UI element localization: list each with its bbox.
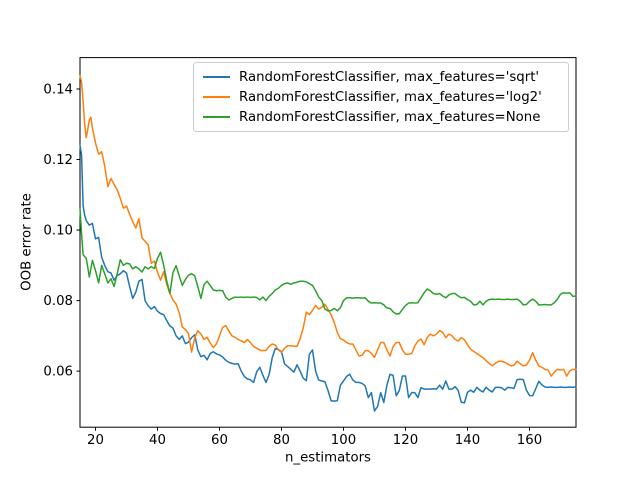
x-tick-label: 20 (87, 433, 104, 448)
x-tick-label: 100 (331, 433, 356, 448)
legend-entry-none: RandomForestClassifier, max_features=Non… (203, 108, 559, 127)
x-tick-label: 140 (455, 433, 480, 448)
y-tick-label: 0.06 (43, 365, 73, 380)
x-tick-label: 120 (393, 433, 418, 448)
legend-entry-sqrt: RandomForestClassifier, max_features='sq… (203, 68, 559, 87)
legend-label-sqrt: RandomForestClassifier, max_features='sq… (239, 69, 540, 85)
axes-spines (79, 57, 577, 428)
legend: RandomForestClassifier, max_features='sq… (193, 62, 569, 132)
legend-line-sample-sqrt (203, 76, 230, 78)
legend-label-log2: RandomForestClassifier, max_features='lo… (239, 89, 542, 105)
legend-entry-log2: RandomForestClassifier, max_features='lo… (203, 88, 559, 107)
x-tick-label: 160 (517, 433, 542, 448)
y-tick-label: 0.10 (43, 224, 73, 239)
series-line-0 (79, 144, 577, 412)
x-tick-label: 80 (273, 433, 290, 448)
legend-line-sample-none (203, 116, 230, 118)
y-tick-label: 0.08 (43, 294, 73, 309)
legend-label-none: RandomForestClassifier, max_features=Non… (239, 109, 541, 125)
series-line-2 (79, 208, 577, 315)
series-line-1 (79, 75, 577, 377)
y-tick-label: 0.14 (43, 83, 73, 98)
x-tick-label: 60 (211, 433, 228, 448)
legend-line-sample-log2 (203, 96, 230, 98)
x-axis-label: n_estimators (285, 450, 371, 466)
y-axis-label: OOB error rate (19, 193, 35, 291)
x-tick-label: 40 (149, 433, 166, 448)
y-tick-label: 0.12 (43, 153, 73, 168)
